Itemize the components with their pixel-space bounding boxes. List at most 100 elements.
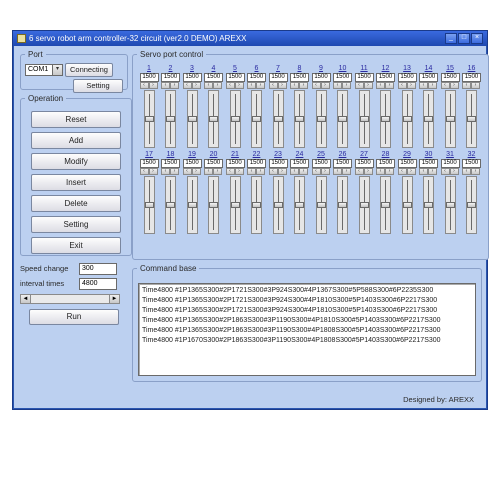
servo-spin-down[interactable]: ‹ — [333, 168, 342, 175]
servo-slider[interactable] — [230, 176, 241, 234]
servo-value-input[interactable]: 1500 — [183, 73, 202, 82]
slider-thumb[interactable] — [145, 202, 154, 208]
slider-thumb[interactable] — [295, 202, 304, 208]
command-line[interactable]: Time4800 #1P1365S300#2P1721S300#3P924S30… — [142, 306, 472, 316]
slider-thumb[interactable] — [446, 116, 455, 122]
servo-spin-up[interactable]: › — [471, 168, 480, 175]
speed-scrollbar[interactable]: ◄ ► — [20, 294, 120, 304]
servo-slider[interactable] — [380, 176, 391, 234]
slider-thumb[interactable] — [274, 116, 283, 122]
servo-spin-down[interactable]: ‹ — [462, 168, 471, 175]
servo-value-input[interactable]: 1500 — [355, 73, 374, 82]
servo-slider[interactable] — [445, 90, 456, 148]
slider-thumb[interactable] — [295, 116, 304, 122]
servo-spin-up[interactable]: › — [235, 82, 244, 89]
slider-thumb[interactable] — [166, 116, 175, 122]
servo-spin-up[interactable]: › — [385, 82, 394, 89]
servo-value-input[interactable]: 1500 — [183, 159, 202, 168]
servo-slider[interactable] — [359, 90, 370, 148]
servo-spin-down[interactable]: ‹ — [140, 82, 149, 89]
servo-value-input[interactable]: 1500 — [161, 73, 180, 82]
slider-thumb[interactable] — [231, 202, 240, 208]
servo-spin-down[interactable]: ‹ — [183, 82, 192, 89]
servo-value-input[interactable]: 1500 — [376, 159, 395, 168]
slider-thumb[interactable] — [231, 116, 240, 122]
servo-spin-down[interactable]: ‹ — [462, 82, 471, 89]
servo-spin-up[interactable]: › — [235, 168, 244, 175]
servo-value-input[interactable]: 1500 — [333, 73, 352, 82]
servo-spin-down[interactable]: ‹ — [355, 82, 364, 89]
servo-value-input[interactable]: 1500 — [161, 159, 180, 168]
servo-spin-down[interactable]: ‹ — [204, 168, 213, 175]
servo-spin-down[interactable]: ‹ — [290, 82, 299, 89]
command-line[interactable]: Time4800 #1P1365S300#2P1863S300#3P1190S3… — [142, 316, 472, 326]
servo-spin-down[interactable]: ‹ — [269, 168, 278, 175]
servo-spin-down[interactable]: ‹ — [204, 82, 213, 89]
slider-thumb[interactable] — [403, 202, 412, 208]
run-button[interactable]: Run — [29, 309, 119, 325]
slider-thumb[interactable] — [338, 202, 347, 208]
reset-button[interactable]: Reset — [31, 111, 121, 128]
servo-spin-down[interactable]: ‹ — [398, 168, 407, 175]
servo-spin-up[interactable]: › — [450, 168, 459, 175]
servo-spin-up[interactable]: › — [213, 82, 222, 89]
servo-slider[interactable] — [316, 176, 327, 234]
servo-slider[interactable] — [251, 176, 262, 234]
slider-thumb[interactable] — [252, 202, 261, 208]
servo-value-input[interactable]: 1500 — [333, 159, 352, 168]
servo-slider[interactable] — [230, 90, 241, 148]
servo-value-input[interactable]: 1500 — [226, 159, 245, 168]
servo-spin-down[interactable]: ‹ — [355, 168, 364, 175]
servo-spin-up[interactable]: › — [321, 82, 330, 89]
minimize-button[interactable]: _ — [445, 33, 457, 44]
servo-slider[interactable] — [187, 176, 198, 234]
servo-value-input[interactable]: 1500 — [312, 73, 331, 82]
servo-slider[interactable] — [144, 90, 155, 148]
command-line[interactable]: Time4800 #1P1365S300#2P1863S300#3P1190S3… — [142, 326, 472, 336]
interval-times-input[interactable]: 4800 — [79, 278, 117, 290]
servo-value-input[interactable]: 1500 — [140, 159, 159, 168]
servo-spin-down[interactable]: ‹ — [441, 168, 450, 175]
insert-button[interactable]: Insert — [31, 174, 121, 191]
command-listbox[interactable]: Time4800 #1P1365S300#2P1721S300#3P924S30… — [138, 283, 476, 376]
servo-slider[interactable] — [294, 176, 305, 234]
servo-slider[interactable] — [466, 176, 477, 234]
servo-spin-up[interactable]: › — [364, 168, 373, 175]
servo-spin-up[interactable]: › — [407, 82, 416, 89]
slider-thumb[interactable] — [188, 202, 197, 208]
slider-thumb[interactable] — [424, 116, 433, 122]
slider-thumb[interactable] — [145, 116, 154, 122]
servo-spin-up[interactable]: › — [149, 168, 158, 175]
servo-value-input[interactable]: 1500 — [247, 159, 266, 168]
servo-spin-up[interactable]: › — [256, 82, 265, 89]
servo-value-input[interactable]: 1500 — [441, 159, 460, 168]
slider-thumb[interactable] — [209, 202, 218, 208]
servo-spin-up[interactable]: › — [278, 82, 287, 89]
servo-spin-up[interactable]: › — [299, 168, 308, 175]
slider-thumb[interactable] — [467, 202, 476, 208]
servo-spin-up[interactable]: › — [192, 82, 201, 89]
servo-value-input[interactable]: 1500 — [269, 73, 288, 82]
chevron-down-icon[interactable]: ▾ — [52, 65, 62, 75]
servo-slider[interactable] — [187, 90, 198, 148]
scroll-left-icon[interactable]: ◄ — [21, 295, 31, 303]
slider-thumb[interactable] — [360, 202, 369, 208]
slider-thumb[interactable] — [188, 116, 197, 122]
setting-button[interactable]: Setting — [31, 216, 121, 233]
close-button[interactable]: × — [471, 33, 483, 44]
servo-spin-down[interactable]: ‹ — [269, 82, 278, 89]
slider-thumb[interactable] — [467, 116, 476, 122]
maximize-button[interactable]: □ — [458, 33, 470, 44]
slider-thumb[interactable] — [274, 202, 283, 208]
slider-thumb[interactable] — [446, 202, 455, 208]
servo-value-input[interactable]: 1500 — [462, 159, 481, 168]
servo-spin-down[interactable]: ‹ — [183, 168, 192, 175]
servo-spin-down[interactable]: ‹ — [419, 82, 428, 89]
servo-slider[interactable] — [380, 90, 391, 148]
slider-thumb[interactable] — [403, 116, 412, 122]
servo-spin-up[interactable]: › — [407, 168, 416, 175]
slider-thumb[interactable] — [381, 202, 390, 208]
servo-spin-up[interactable]: › — [278, 168, 287, 175]
servo-slider[interactable] — [208, 176, 219, 234]
servo-slider[interactable] — [359, 176, 370, 234]
